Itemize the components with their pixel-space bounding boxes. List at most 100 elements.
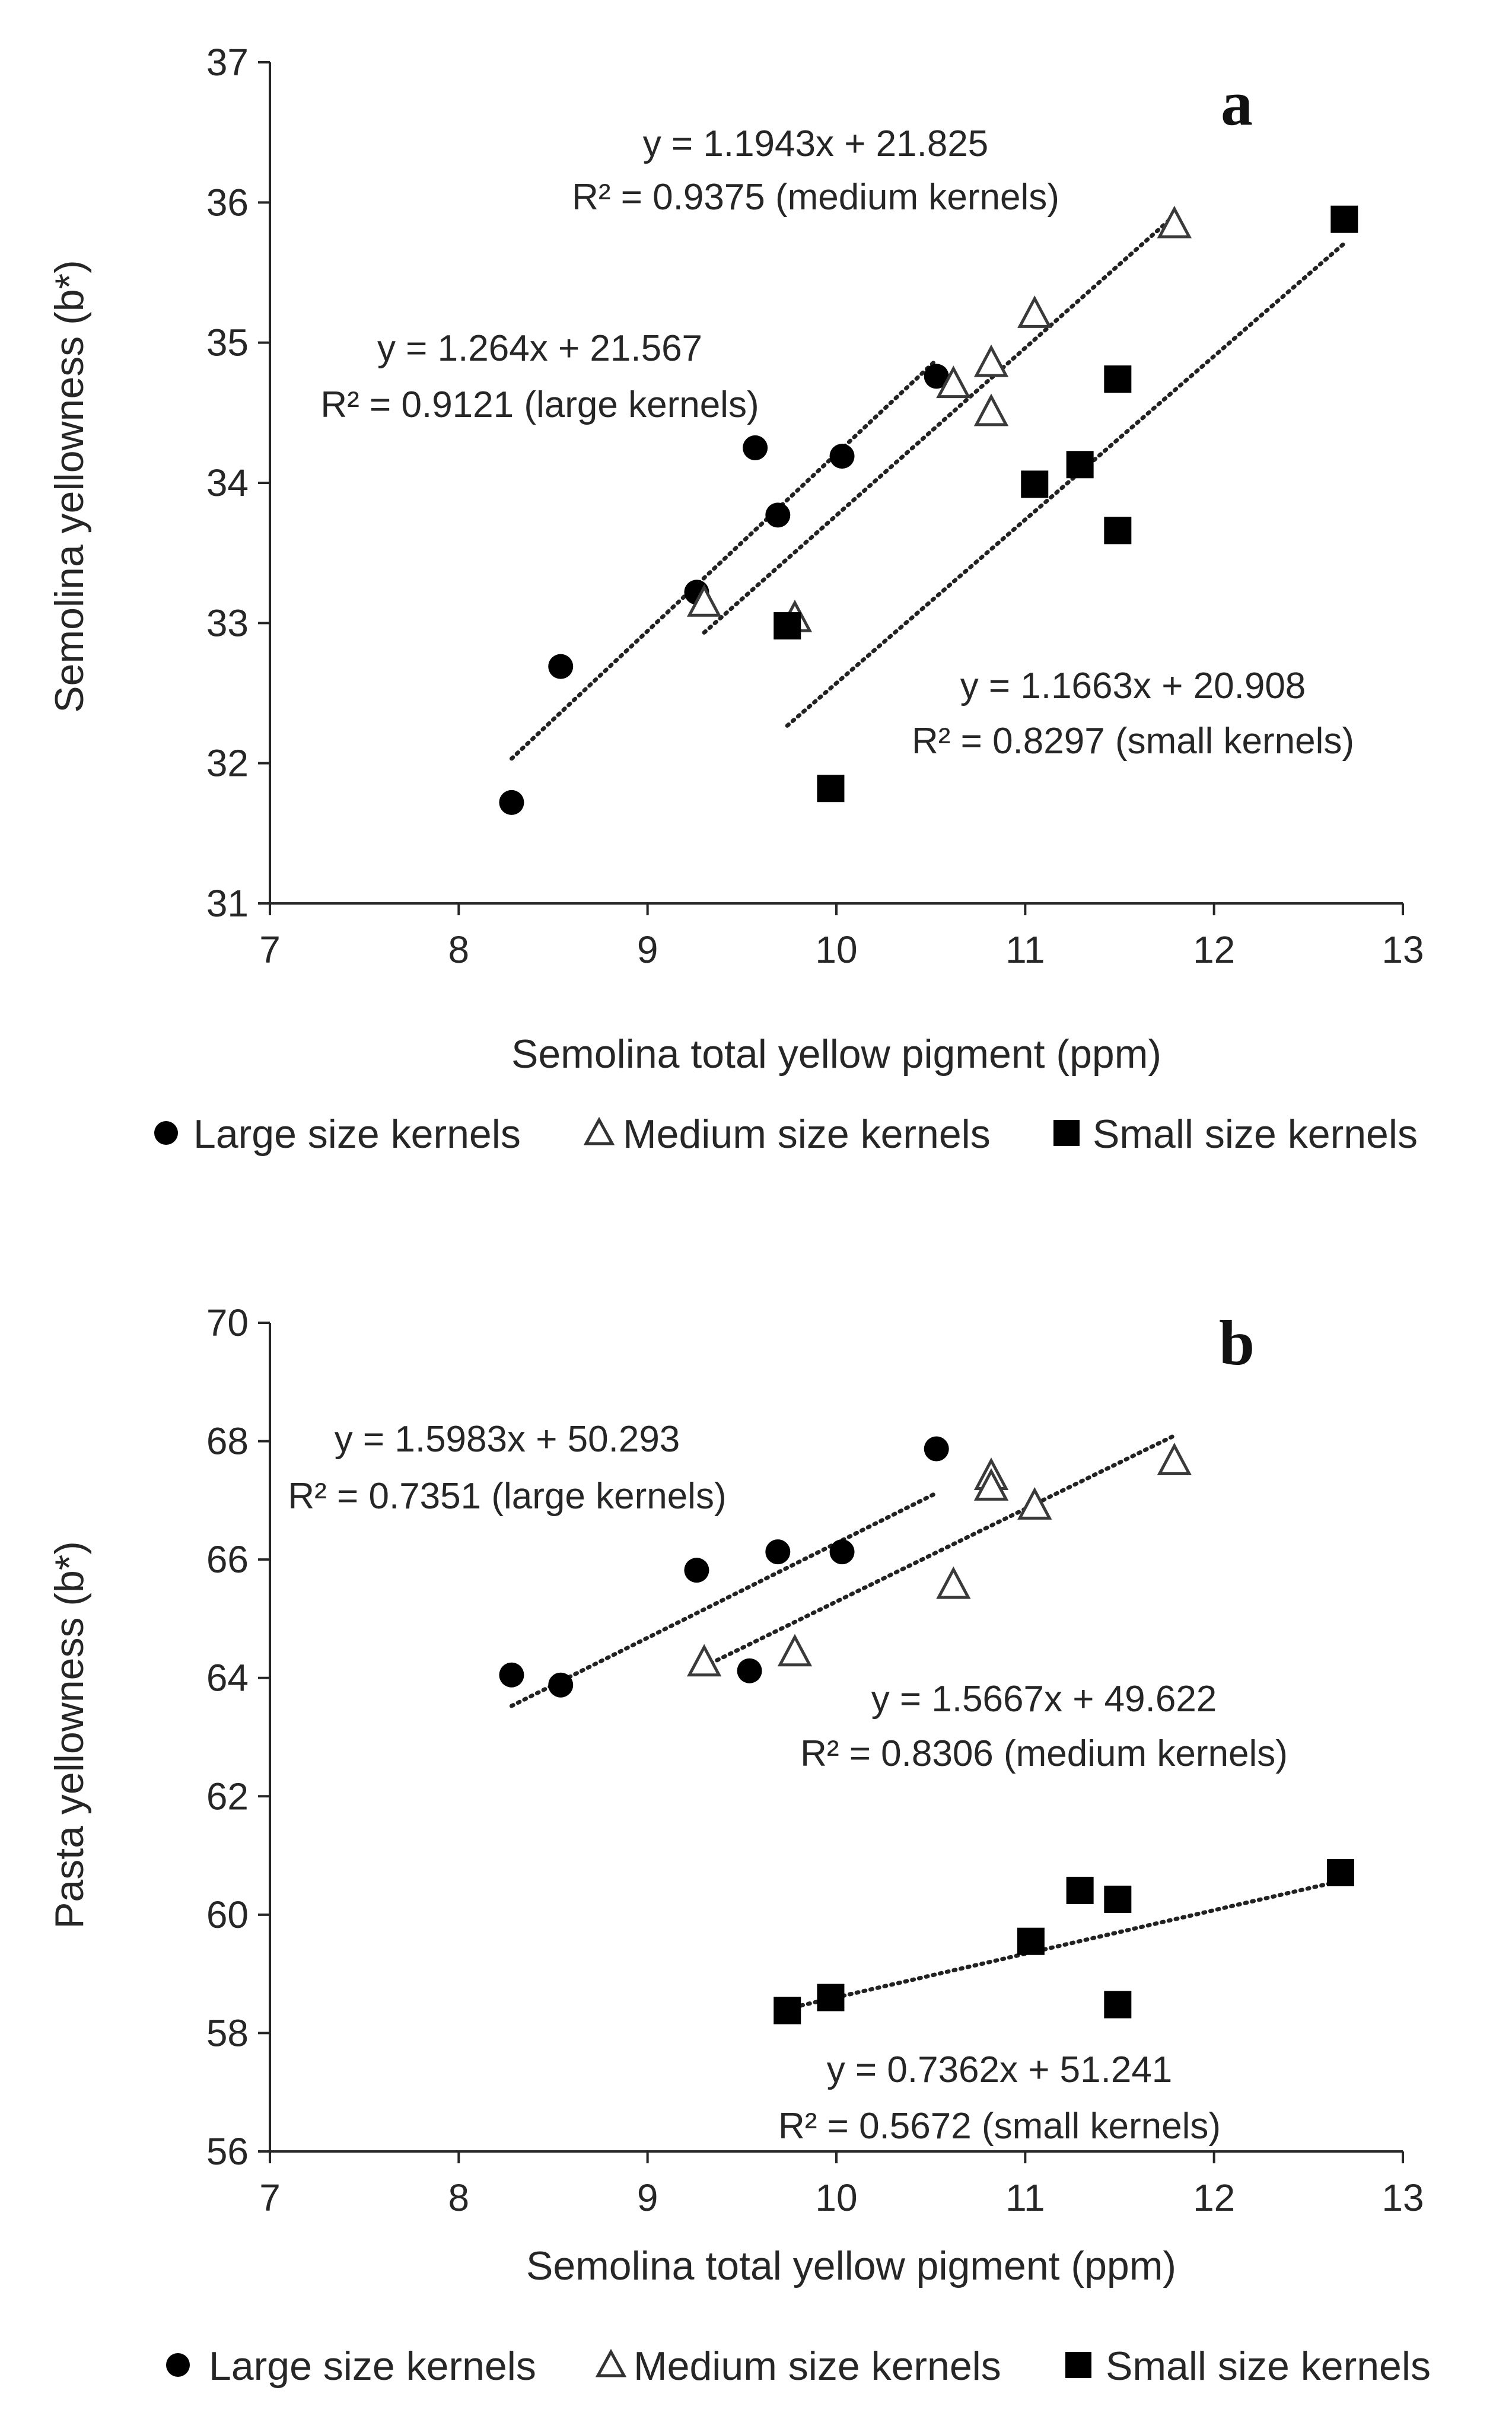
panel-b-medium-point	[936, 1566, 971, 1599]
panel-a-large-r2: R² = 0.9121 (large kernels)	[320, 384, 759, 425]
panel-a-y-tick-label: 33	[206, 601, 249, 644]
panel-a-medium-point	[936, 365, 971, 399]
panel-b-x-tick-label: 7	[259, 2176, 281, 2219]
panel-b-legend-small: Small size kernels	[1106, 2344, 1431, 2389]
panel-b-legend-triangle-marker	[595, 2348, 627, 2377]
panel-a-x-tick-label: 9	[637, 928, 658, 971]
panel-a-large-point	[743, 435, 768, 460]
panel-b-x-tick-label: 10	[815, 2176, 857, 2219]
panel-b-x-tick-label: 13	[1382, 2176, 1424, 2219]
panel-a-y-tick-label: 31	[206, 882, 249, 925]
panel-b-legend-medium: Medium size kernels	[634, 2344, 1001, 2389]
panel-a-y-tick-label: 32	[206, 742, 249, 785]
panel-a-legend-circle-marker	[154, 1121, 178, 1145]
panel-a-legend-square-marker	[1053, 1120, 1080, 1146]
panel-a-legend-small: Small size kernels	[1093, 1112, 1418, 1157]
panel-a-y-axis-title: Semolina yellowness (b*)	[47, 260, 92, 712]
panel-b-small-point	[1326, 1859, 1354, 1887]
panel-b-x-tick-label: 9	[637, 2176, 658, 2219]
panel-b-large-point	[829, 1539, 855, 1565]
panel-b-axes: 56 58 60 62 64 66 68 70 7 8 9 10 11 12 13	[206, 1301, 1424, 2219]
panel-a-legend-triangle-marker	[583, 1116, 615, 1145]
panel-b-y-tick-label: 70	[206, 1301, 249, 1344]
panel-b-large-point	[684, 1558, 709, 1583]
panel-b-medium-equation: y = 1.5667x + 49.622	[871, 1679, 1217, 1720]
panel-b-large-point	[499, 1662, 524, 1688]
panel-a-x-tick-label: 11	[1005, 928, 1045, 971]
panel-a-trendlines	[509, 214, 1347, 761]
panel-b-y-tick-label: 64	[206, 1657, 249, 1699]
panel-a-medium-equation: y = 1.1943x + 21.825	[643, 123, 989, 164]
panel-b-large-equation: y = 1.5983x + 50.293	[335, 1419, 680, 1460]
panel-b-y-axis-title: Pasta yellowness (b*)	[47, 1541, 92, 1929]
panel-b-label: b	[1219, 1308, 1255, 1379]
panel-b-medium-point	[1157, 1443, 1192, 1475]
panel-b-y-tick-label: 56	[206, 2130, 249, 2173]
panel-b-small-point	[1066, 1876, 1094, 1904]
panel-b-y-tick-label: 62	[206, 1775, 249, 1817]
panel-a-small-trendline	[785, 241, 1347, 728]
panel-b-chart: 56 58 60 62 64 66 68 70 7 8 9 10 11 12 13 b Semolina t…	[47, 1301, 1431, 2389]
panel-a-large-point	[924, 364, 949, 389]
panel-b-large-point	[765, 1539, 791, 1565]
panel-b-medium-trendline	[702, 1433, 1177, 1669]
panel-a-medium-point	[973, 393, 1009, 426]
panel-a-y-tick-label: 34	[206, 461, 249, 504]
panel-a-large-point	[765, 502, 791, 528]
panel-b-small-point	[1017, 1927, 1045, 1955]
panel-a-legend: Large size kernels Medium size kernels S…	[154, 1112, 1418, 1157]
panel-b-legend-square-marker	[1065, 2352, 1091, 2378]
panel-a-small-point	[1104, 365, 1132, 393]
panel-b-trendlines	[509, 1433, 1343, 2011]
panel-b-medium-point	[1017, 1487, 1052, 1520]
panel-b-small-trendline	[785, 1879, 1343, 2011]
panel-a-x-tick-label: 13	[1382, 928, 1424, 971]
panel-a-small-equation: y = 1.1663x + 20.908	[960, 666, 1306, 706]
panel-a-legend-large: Large size kernels	[193, 1112, 521, 1157]
panel-a-label: a	[1221, 68, 1253, 139]
panel-a-x-tick-label: 10	[815, 928, 857, 971]
panel-b-points	[499, 1436, 1354, 2024]
panel-a-x-axis-title: Semolina total yellow pigment (ppm)	[511, 1032, 1161, 1077]
panel-a-medium-point	[1157, 205, 1192, 238]
panel-a-points	[499, 205, 1358, 815]
panel-b-large-point	[924, 1436, 949, 1462]
panel-a-large-point	[548, 654, 574, 679]
panel-a-small-r2: R² = 0.8297 (small kernels)	[912, 721, 1354, 762]
panel-a-medium-trendline	[702, 214, 1177, 635]
panel-b-small-r2: R² = 0.5672 (small kernels)	[778, 2106, 1221, 2147]
panel-a-legend-medium: Medium size kernels	[623, 1112, 991, 1157]
panel-b-y-tick-label: 60	[206, 1893, 249, 1936]
panel-a-small-point	[773, 612, 801, 640]
panel-a-large-point	[499, 790, 524, 815]
panel-a-medium-point	[687, 584, 722, 617]
panel-b-x-tick-label: 8	[448, 2176, 470, 2219]
panel-b-x-tick-label: 12	[1193, 2176, 1235, 2219]
panel-a-large-trendline	[509, 358, 939, 761]
panel-b-small-point	[817, 1984, 845, 2011]
panel-b-x-axis-title: Semolina total yellow pigment (ppm)	[526, 2243, 1176, 2288]
panel-a-x-tick-label: 7	[259, 928, 281, 971]
panel-a-medium-point	[973, 344, 1009, 377]
panel-a-small-point	[1021, 470, 1049, 498]
panel-a-y-tick-label: 36	[206, 181, 249, 224]
panel-b-y-tick-label: 66	[206, 1538, 249, 1581]
panel-a-small-point	[1066, 451, 1094, 479]
panel-a-small-point	[1104, 517, 1132, 545]
panel-b-legend-circle-marker	[166, 2353, 190, 2377]
panel-a-small-point	[1330, 205, 1358, 233]
panel-a-medium-point	[1017, 295, 1052, 328]
panel-a-y-tick-label: 35	[206, 321, 249, 364]
panel-b-large-trendline	[509, 1491, 939, 1708]
panel-a-large-equation: y = 1.264x + 21.567	[377, 328, 702, 369]
panel-a-x-tick-label: 8	[448, 928, 470, 971]
panel-b-small-point	[1104, 1991, 1132, 2019]
panel-b-legend-large: Large size kernels	[209, 2344, 536, 2389]
panel-b-large-point	[737, 1658, 762, 1683]
panel-a-axes: 31 32 33 34 35 36 37 7 8 9 10 11 12 13	[206, 41, 1424, 971]
panel-a-chart: 31 32 33 34 35 36 37 7 8 9 10 11 12 13 a Semolina tot…	[47, 41, 1424, 1157]
panel-b-medium-point	[777, 1634, 813, 1667]
panel-a-small-point	[817, 775, 845, 803]
panel-b-small-point	[1104, 1885, 1132, 1913]
